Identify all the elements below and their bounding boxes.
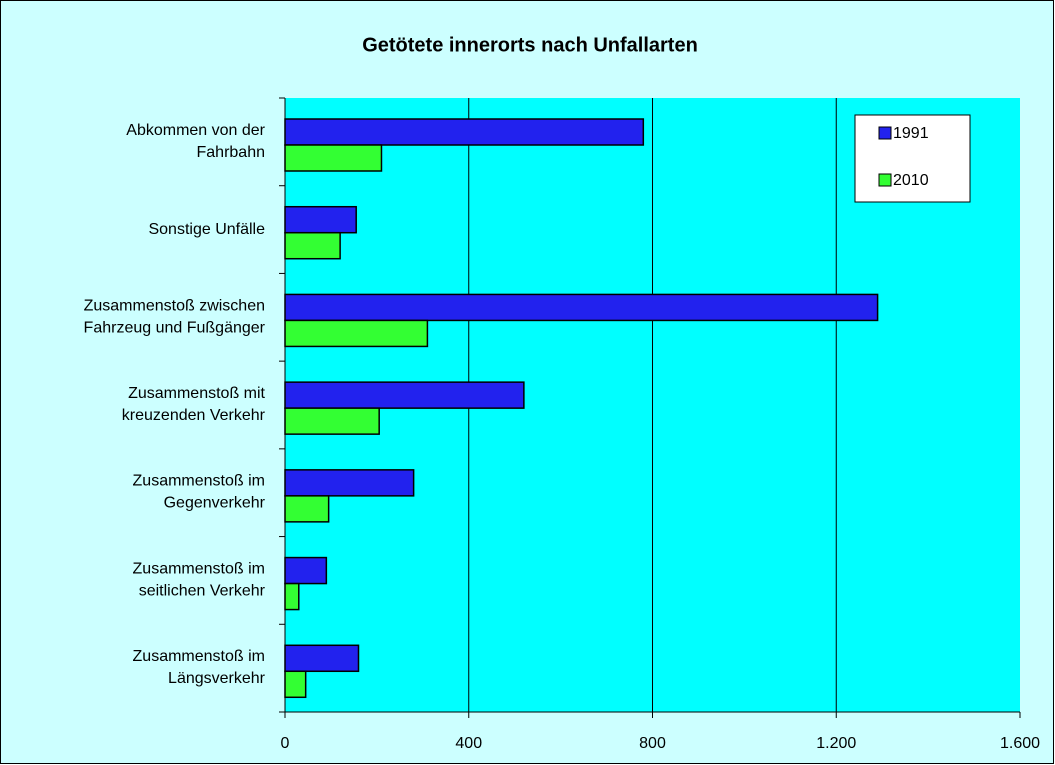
bar [284, 205, 357, 234]
y-tick-label: Sonstige Unfälle [148, 221, 265, 238]
bar [284, 582, 300, 611]
bar [284, 407, 380, 435]
x-tick-label: 1.200 [816, 735, 856, 752]
legend-swatch [878, 173, 892, 187]
y-tick-label: Zusammenstoß im Längsverkehr [133, 648, 266, 687]
chart-title: Getötete innerorts nach Unfallarten [362, 34, 698, 56]
legend-label: 2010 [893, 172, 929, 189]
x-tick-label: 400 [455, 735, 482, 752]
bar [284, 556, 328, 585]
bar [284, 319, 429, 348]
bar [284, 118, 645, 146]
bar [284, 381, 525, 409]
legend-label: 1991 [893, 125, 929, 142]
y-tick-label: Zusammenstoß mit kreuzenden Verkehr [122, 385, 266, 424]
bar [284, 644, 360, 673]
bar [284, 144, 383, 172]
y-tick-label: Zusammenstoß im Gegenverkehr [133, 473, 266, 512]
bar [284, 670, 307, 699]
y-tick-label: Abkommen von der Fahrbahn [126, 122, 265, 161]
y-tick-label: Zusammenstoß zwischen Fahrzeug und Fußgän… [84, 298, 266, 337]
x-tick-label: 800 [639, 735, 666, 752]
bar [284, 293, 879, 322]
bar [284, 231, 341, 260]
bar [284, 469, 415, 497]
legend-box [854, 114, 971, 203]
bar [284, 495, 330, 523]
y-tick-label: Zusammenstoß im seitlichen Verkehr [133, 561, 266, 600]
x-tick-label: 0 [281, 735, 290, 752]
legend-swatch [878, 126, 892, 140]
x-tick-label: 1.600 [1000, 735, 1040, 752]
